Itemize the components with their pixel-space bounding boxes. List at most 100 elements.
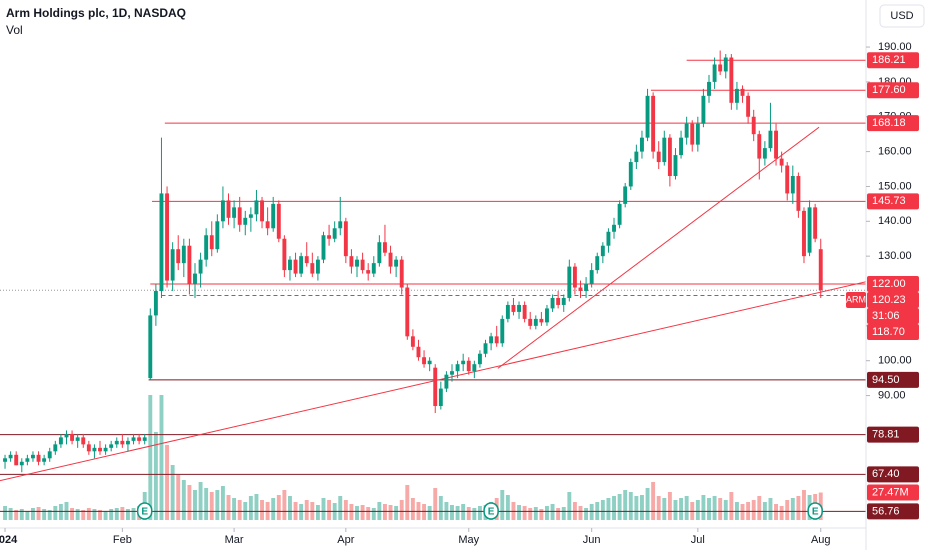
price-tag: 78.81 bbox=[867, 426, 919, 443]
candle-body bbox=[315, 259, 320, 274]
volume-bar bbox=[92, 509, 97, 520]
candle-body bbox=[751, 116, 756, 135]
volume-bar bbox=[338, 496, 343, 520]
tag-label: 118.70 bbox=[872, 326, 905, 338]
volume-bar bbox=[394, 506, 399, 520]
candle-body bbox=[349, 256, 354, 267]
volume-bar bbox=[321, 498, 326, 520]
volume-bar bbox=[3, 506, 7, 520]
volume-bar bbox=[388, 505, 393, 520]
volume-bar bbox=[248, 496, 253, 520]
tag-background bbox=[867, 52, 919, 69]
candle-body bbox=[377, 242, 382, 264]
candle-body bbox=[796, 176, 801, 211]
candle-body bbox=[723, 57, 728, 72]
candle-body bbox=[416, 346, 421, 358]
tag-background bbox=[867, 426, 919, 443]
candle-body bbox=[455, 364, 460, 372]
x-tick-label: 2024 bbox=[0, 534, 18, 546]
volume-bar bbox=[712, 496, 717, 520]
candle-body bbox=[42, 458, 47, 462]
candle-body bbox=[427, 360, 432, 365]
volume-bar bbox=[103, 511, 108, 520]
volume-bar bbox=[315, 505, 320, 520]
volume-bar bbox=[461, 504, 466, 520]
candle-body bbox=[209, 235, 214, 250]
y-tick-label: 100.00 bbox=[878, 355, 912, 367]
candle-body bbox=[522, 304, 527, 319]
y-tick-label: 130.00 bbox=[878, 250, 912, 262]
candle-body bbox=[165, 193, 170, 281]
volume-bar bbox=[695, 500, 700, 520]
candle-body bbox=[438, 388, 443, 407]
candle-body bbox=[137, 437, 142, 441]
candle-body bbox=[740, 88, 745, 96]
earnings-marker bbox=[136, 502, 153, 520]
candle-body bbox=[818, 249, 823, 291]
candle-body bbox=[578, 287, 583, 292]
price-tag: 56.76 bbox=[867, 503, 919, 520]
candle-body bbox=[612, 224, 616, 232]
candle-body bbox=[617, 203, 622, 225]
volume-bar bbox=[165, 445, 170, 520]
candle-body bbox=[388, 252, 393, 267]
volume-bar bbox=[226, 495, 231, 520]
candle-body bbox=[712, 64, 717, 82]
volume-bar bbox=[153, 432, 158, 520]
volume-bar bbox=[170, 465, 175, 520]
volume-bar bbox=[723, 500, 728, 520]
y-tick-label: 190.00 bbox=[878, 41, 912, 53]
candle-body bbox=[673, 155, 678, 176]
countdown-label: 31:06 bbox=[872, 310, 900, 322]
volume-bar bbox=[718, 498, 723, 520]
volume-bar bbox=[550, 504, 555, 520]
currency-button[interactable] bbox=[879, 4, 925, 28]
volume-bar bbox=[774, 504, 779, 520]
volume-bar bbox=[382, 504, 387, 520]
candle-body bbox=[288, 259, 292, 271]
volume-bar bbox=[578, 506, 583, 520]
price-tag: 67.40 bbox=[867, 466, 919, 483]
volume-bar bbox=[343, 500, 348, 520]
volume-bar bbox=[209, 492, 214, 520]
x-tick-label: Apr bbox=[337, 534, 354, 546]
candle-body bbox=[489, 336, 494, 344]
candle-body bbox=[293, 259, 298, 274]
candle-body bbox=[70, 433, 75, 441]
candle-body bbox=[81, 437, 86, 445]
candle-body bbox=[153, 291, 158, 316]
volume-bar bbox=[438, 496, 443, 520]
volume-bar bbox=[606, 498, 611, 520]
tag-background bbox=[867, 276, 919, 293]
volume-bar bbox=[81, 510, 86, 520]
volume-bar bbox=[19, 509, 24, 520]
volume-bar bbox=[422, 504, 427, 520]
volume-bar bbox=[472, 508, 477, 520]
volume-bar bbox=[662, 498, 667, 520]
tag-label: 27.47M bbox=[872, 486, 909, 498]
earnings-marker bbox=[483, 502, 499, 520]
volume-bar bbox=[517, 505, 521, 520]
candle-body bbox=[477, 353, 482, 365]
tag-label: 78.81 bbox=[872, 428, 900, 440]
price-tag: 168.18 bbox=[867, 115, 919, 132]
candle-body bbox=[695, 123, 700, 145]
volume-bar bbox=[86, 508, 91, 520]
volume-bar bbox=[282, 490, 287, 520]
y-tick-label: 150.00 bbox=[878, 180, 912, 192]
candle-body bbox=[114, 440, 119, 445]
candle-body bbox=[410, 336, 415, 347]
volume-title: Vol bbox=[6, 23, 23, 37]
volume-bar bbox=[589, 504, 594, 520]
x-tick-label: Mar bbox=[225, 534, 244, 546]
volume-bar bbox=[237, 500, 242, 520]
volume-bar bbox=[254, 494, 259, 520]
candle-body bbox=[265, 221, 270, 229]
symbol-label: ARM bbox=[846, 294, 866, 304]
candle-body bbox=[193, 273, 197, 285]
candle-body bbox=[53, 444, 58, 452]
volume-bar bbox=[656, 496, 661, 520]
volume-bar bbox=[42, 509, 47, 520]
volume-bar bbox=[8, 508, 13, 520]
candle-body bbox=[148, 315, 153, 379]
